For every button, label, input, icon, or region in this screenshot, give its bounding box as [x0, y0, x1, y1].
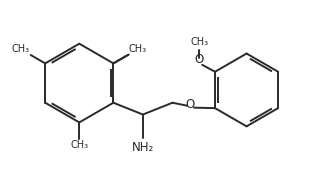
Text: CH₃: CH₃ [129, 44, 147, 54]
Text: O: O [185, 98, 195, 111]
Text: CH₃: CH₃ [12, 44, 30, 54]
Text: CH₃: CH₃ [70, 140, 88, 150]
Text: NH₂: NH₂ [132, 141, 154, 154]
Text: O: O [195, 53, 204, 66]
Text: CH₃: CH₃ [190, 37, 208, 47]
